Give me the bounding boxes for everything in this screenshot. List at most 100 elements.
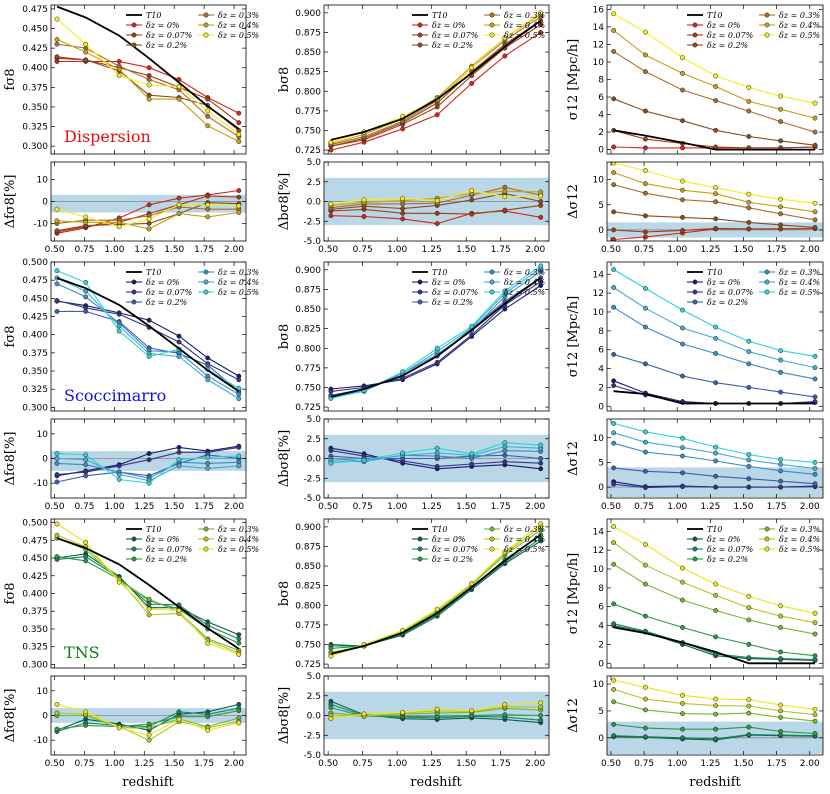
- series-point: [54, 532, 60, 538]
- y-tick-label: 0.400: [22, 331, 48, 341]
- series-point: [778, 649, 784, 655]
- reference-line-t10: [56, 537, 240, 650]
- y-tick-label: -5.0: [303, 494, 321, 504]
- series-point: [680, 700, 685, 706]
- legend-label: T10: [432, 268, 448, 277]
- panel-tns-b-8: -5.0 -2.5 0.0 2.5 5.0 0.50 0.75 1.00 1.25 1.50 1.7…: [277, 672, 550, 769]
- series-point: [434, 706, 440, 712]
- series-point: [146, 317, 152, 323]
- series-point: [778, 728, 784, 734]
- series-point: [611, 420, 617, 426]
- axes-frame: [606, 418, 824, 499]
- legend-label: T10: [432, 11, 448, 20]
- series-point: [680, 178, 685, 184]
- x-tick-label: 1.50: [733, 502, 753, 512]
- series-point: [116, 311, 122, 317]
- y-tick-label: 0.475: [22, 276, 48, 286]
- series-point: [116, 73, 122, 79]
- series-point: [746, 226, 752, 232]
- series-point: [83, 554, 89, 560]
- series-point: [434, 345, 440, 351]
- series-point: [146, 226, 152, 232]
- x-tick-label: 1.00: [667, 245, 687, 255]
- series-point: [778, 702, 784, 708]
- series-point: [812, 115, 818, 121]
- series-point: [812, 718, 818, 724]
- series-point: [205, 193, 211, 199]
- y-tick-label: 0.725: [295, 146, 321, 156]
- axes-frame: [606, 675, 824, 756]
- series-point: [469, 451, 475, 457]
- series-point: [642, 439, 648, 445]
- plot-area: [328, 263, 544, 401]
- series-point: [680, 70, 685, 76]
- series-point: [680, 624, 685, 630]
- series-point: [538, 456, 544, 461]
- series-point: [54, 37, 60, 42]
- series-point: [778, 226, 784, 232]
- legend-label: δz = 0.3%: [779, 11, 821, 20]
- y-tick-label: 0.450: [22, 554, 48, 564]
- series-point: [54, 16, 60, 22]
- y-tick-label: 0.0: [307, 455, 322, 465]
- series-point: [400, 709, 406, 715]
- series-point: [642, 468, 648, 474]
- series-point: [146, 596, 152, 602]
- series-point: [236, 636, 242, 642]
- series-point: [434, 221, 440, 227]
- series-point: [642, 69, 648, 75]
- series-point: [83, 49, 89, 55]
- series-point: [713, 736, 719, 742]
- x-axis-label: redshift: [689, 775, 741, 790]
- legend-label: δz = 0.2%: [432, 41, 474, 50]
- x-tick-label: 1.50: [733, 759, 753, 769]
- series-point: [236, 708, 242, 714]
- series-point: [746, 338, 752, 344]
- series-point: [611, 285, 617, 290]
- series-point: [812, 209, 818, 215]
- y-tick-label: 0.900: [295, 266, 321, 276]
- x-tick-label: 0.50: [318, 502, 338, 512]
- legend-marker: [203, 526, 209, 532]
- series-point: [642, 361, 648, 367]
- series-point: [205, 727, 211, 733]
- x-tick-label: 0.50: [601, 502, 621, 512]
- series-point: [54, 472, 60, 477]
- legend-label: δz = 0.4%: [218, 535, 260, 544]
- y-tick-label: 0.825: [295, 68, 321, 78]
- y-tick-label: 0.350: [22, 367, 48, 377]
- y-tick-label: 14: [593, 270, 605, 280]
- legend-marker: [489, 22, 495, 28]
- panel-tns-f-8: 0.300 0.325 0.350 0.375 0.400 0.425 0.450 0.475…: [3, 519, 260, 671]
- series-point: [680, 435, 685, 441]
- series-point: [146, 82, 152, 88]
- series-point: [680, 597, 685, 603]
- series-point: [746, 361, 752, 367]
- series-point: [400, 206, 406, 212]
- series-point: [713, 380, 719, 386]
- x-tick-label: 2.00: [525, 245, 545, 255]
- axes-frame: [50, 4, 247, 155]
- series-point: [538, 10, 544, 16]
- legend-marker: [417, 22, 423, 28]
- legend-marker: [131, 289, 137, 295]
- series-point: [746, 219, 752, 225]
- series-point: [83, 214, 89, 220]
- series-point: [434, 463, 440, 469]
- series-point: [680, 445, 685, 451]
- y-tick-label: -2.5: [303, 217, 321, 227]
- series-point: [328, 460, 334, 466]
- series-point: [642, 449, 648, 455]
- series-point: [176, 449, 182, 455]
- series-point: [176, 211, 182, 217]
- legend-label: δz = 0%: [146, 535, 180, 544]
- series-point: [680, 470, 685, 476]
- y-tick-label: 0.850: [295, 562, 321, 572]
- series-point: [83, 709, 89, 715]
- series-point: [146, 354, 152, 359]
- series-point: [746, 710, 752, 716]
- plot-area: [607, 162, 823, 241]
- series-point: [54, 218, 60, 224]
- series-point: [538, 29, 544, 35]
- series-point: [642, 324, 648, 330]
